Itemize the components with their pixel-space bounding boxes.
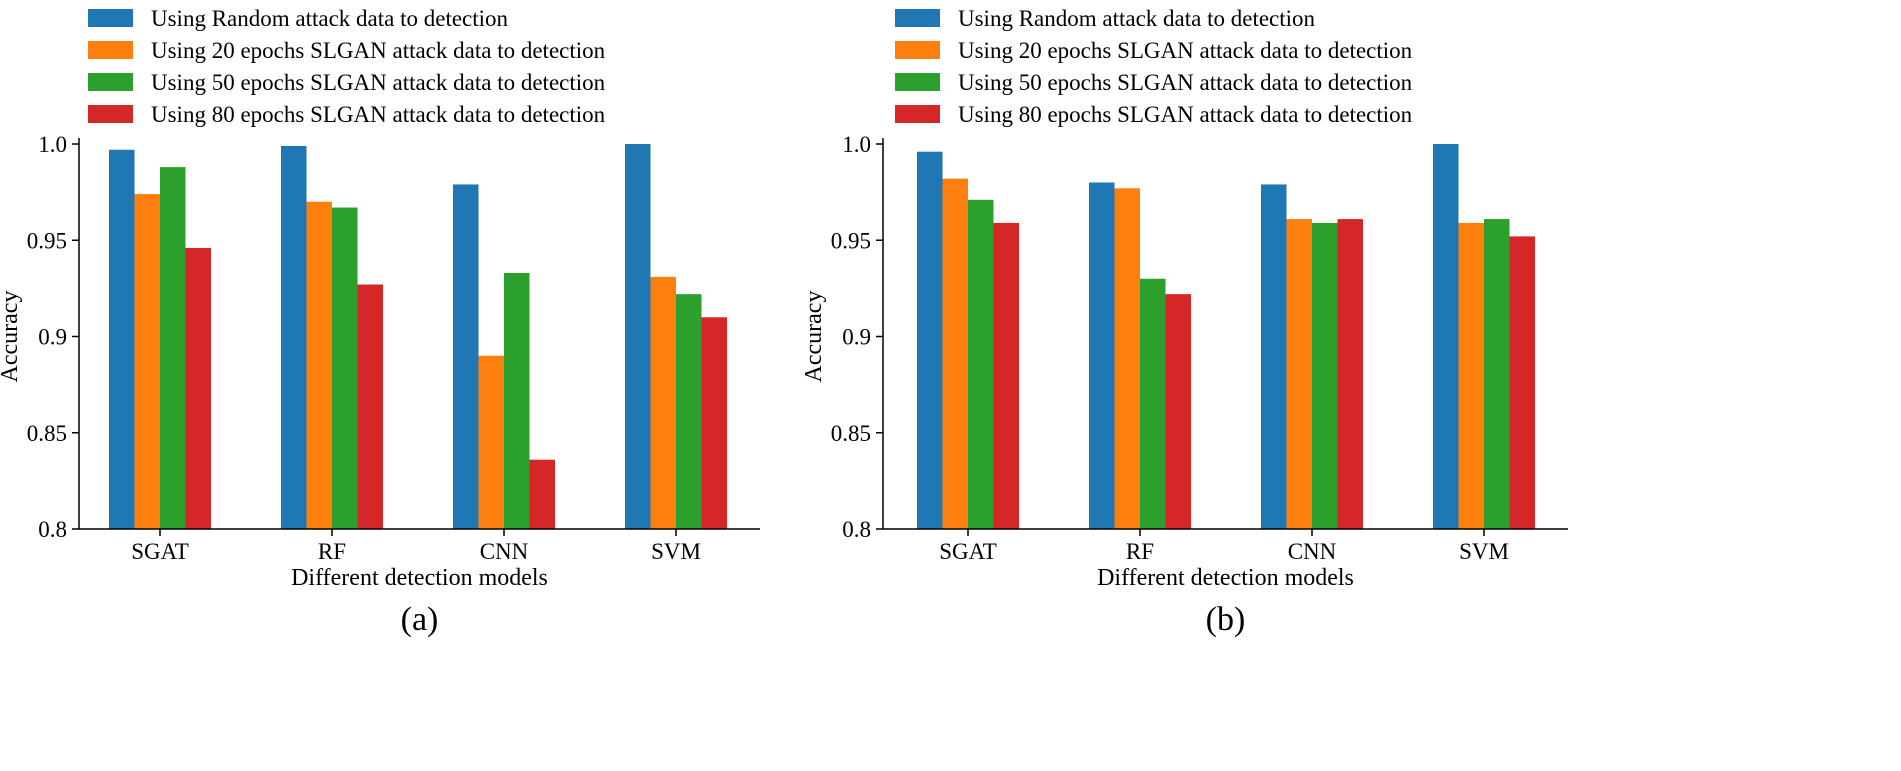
legend-swatch <box>88 73 133 91</box>
bar-rf-series-3 <box>1140 278 1166 529</box>
y-tick-label: 0.95 <box>27 228 67 253</box>
legend-label: Using 80 epochs SLGAN attack data to det… <box>151 102 606 127</box>
bar-svm-series-4 <box>701 317 727 529</box>
bar-rf-series-2 <box>306 201 332 529</box>
bar-svm-series-2 <box>1458 222 1484 529</box>
bar-sgat-series-1 <box>917 151 943 529</box>
legend-swatch <box>895 41 940 59</box>
legend-label: Using Random attack data to detection <box>151 6 509 31</box>
bar-cnn-series-3 <box>504 272 530 529</box>
y-tick-label: 0.85 <box>831 421 871 446</box>
chart-panel-b: Using Random attack data to detection Usi… <box>801 6 1568 638</box>
chart-panel-a: Using Random attack data to detection Usi… <box>0 6 760 638</box>
bar-svm-series-1 <box>1433 144 1459 529</box>
legend-swatch <box>895 105 940 123</box>
y-tick-label: 0.95 <box>831 228 871 253</box>
y-axis-label: Accuracy <box>0 291 23 383</box>
bar-rf-series-1 <box>1089 182 1115 529</box>
legend-label: Using 50 epochs SLGAN attack data to det… <box>958 70 1413 95</box>
panel-caption: (a) <box>401 601 439 638</box>
legend-swatch <box>88 41 133 59</box>
bar-svm-series-3 <box>676 294 702 529</box>
legend-label: Using 20 epochs SLGAN attack data to det… <box>958 38 1413 63</box>
x-tick-label: CNN <box>480 539 529 564</box>
bar-cnn-series-1 <box>453 184 479 529</box>
legend-swatch <box>895 73 940 91</box>
bar-rf-series-2 <box>1114 188 1140 529</box>
bars <box>109 144 727 530</box>
x-tick-label: SGAT <box>131 539 189 564</box>
bar-sgat-series-3 <box>160 167 186 529</box>
x-tick-label: SGAT <box>939 539 997 564</box>
bar-cnn-series-4 <box>529 459 555 529</box>
bar-cnn-series-4 <box>1337 219 1363 529</box>
legend-swatch <box>88 9 133 27</box>
x-axis-label: Different detection models <box>291 565 548 591</box>
bar-rf-series-4 <box>357 284 383 529</box>
x-tick-label: RF <box>1126 539 1154 564</box>
y-tick-label: 1.0 <box>38 132 67 157</box>
bar-sgat-series-4 <box>185 247 211 529</box>
y-axis-label: Accuracy <box>801 291 827 383</box>
legend-swatch <box>895 9 940 27</box>
bars <box>917 144 1535 529</box>
bar-svm-series-4 <box>1509 236 1535 529</box>
bar-cnn-series-1 <box>1261 184 1287 529</box>
x-tick-label: SVM <box>1459 539 1509 564</box>
bar-rf-series-4 <box>1165 294 1191 529</box>
y-tick-label: 0.9 <box>842 325 871 350</box>
bar-cnn-series-2 <box>1286 219 1312 529</box>
bar-svm-series-1 <box>625 144 651 529</box>
bar-sgat-series-1 <box>109 149 135 529</box>
y-tick-label: 0.8 <box>38 517 67 542</box>
y-tick-label: 0.8 <box>842 517 871 542</box>
bar-sgat-series-2 <box>942 178 968 529</box>
bar-cnn-series-2 <box>478 355 504 529</box>
x-tick-label: SVM <box>651 539 701 564</box>
bar-sgat-series-2 <box>134 194 160 530</box>
bar-svm-series-2 <box>650 276 676 529</box>
legend-swatch <box>88 105 133 123</box>
bar-sgat-series-4 <box>993 222 1019 529</box>
legend-label: Using 50 epochs SLGAN attack data to det… <box>151 70 606 95</box>
x-tick-label: RF <box>318 539 346 564</box>
legend: Using Random attack data to detection Usi… <box>895 6 1413 127</box>
y-tick-label: 1.0 <box>842 132 871 157</box>
y-tick-label: 0.85 <box>27 421 67 446</box>
bar-rf-series-3 <box>332 207 358 529</box>
bar-svm-series-3 <box>1484 219 1510 529</box>
bar-sgat-series-3 <box>968 199 994 529</box>
legend-label: Using 80 epochs SLGAN attack data to det… <box>958 102 1413 127</box>
panel-caption: (b) <box>1206 601 1246 638</box>
x-axis-label: Different detection models <box>1097 565 1354 591</box>
y-tick-label: 0.9 <box>38 325 67 350</box>
legend: Using Random attack data to detection Usi… <box>88 6 606 127</box>
bar-cnn-series-3 <box>1312 222 1338 529</box>
bar-rf-series-1 <box>281 145 307 529</box>
x-tick-label: CNN <box>1288 539 1337 564</box>
legend-label: Using Random attack data to detection <box>958 6 1316 31</box>
legend-label: Using 20 epochs SLGAN attack data to det… <box>151 38 606 63</box>
